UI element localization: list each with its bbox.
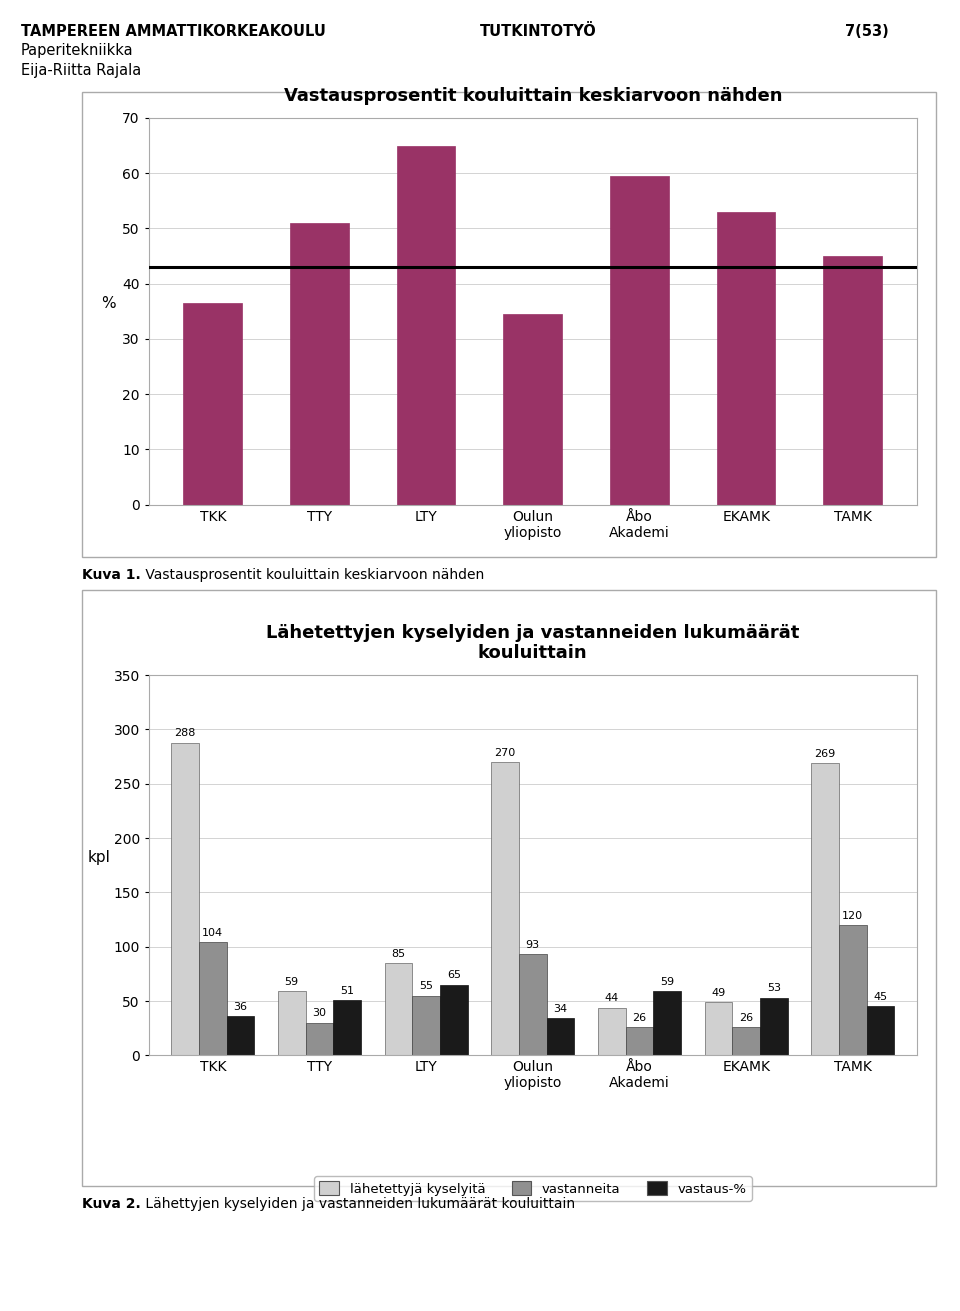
Bar [705,1002,732,1055]
Text: 26: 26 [739,1013,754,1023]
Bar [760,998,788,1055]
Text: 44: 44 [605,994,619,1003]
Bar [227,1016,254,1055]
Bar [290,223,348,505]
Bar [385,964,412,1055]
Bar [654,991,681,1055]
Text: Kuva 2.: Kuva 2. [82,1197,140,1211]
Bar [305,1023,333,1055]
Bar [199,943,227,1055]
Text: 269: 269 [814,749,836,759]
Text: 93: 93 [526,940,540,950]
Text: Eija-Riitta Rajala: Eija-Riitta Rajala [21,63,141,77]
Legend: lähetettyjä kyselyitä, vastanneita, vastaus-%: lähetettyjä kyselyitä, vastanneita, vast… [314,1176,752,1201]
Bar [412,995,440,1055]
Bar [811,763,839,1055]
Text: Lähettyjen kyselyiden ja vastanneiden lukumäärät kouluittain: Lähettyjen kyselyiden ja vastanneiden lu… [141,1197,575,1211]
Text: 7(53): 7(53) [845,24,889,38]
Text: 288: 288 [175,728,196,738]
Bar [503,315,563,505]
Bar [611,176,669,505]
Bar [546,1019,574,1055]
Text: TAMPEREEN AMMATTIKORKEAKOULU: TAMPEREEN AMMATTIKORKEAKOULU [21,24,326,38]
Bar [717,212,776,505]
Bar [183,303,242,505]
Text: 53: 53 [767,983,780,994]
Text: Paperitekniikka: Paperitekniikka [21,43,133,58]
Text: 34: 34 [554,1004,567,1015]
Text: 30: 30 [312,1008,326,1019]
Bar [867,1007,895,1055]
Bar [440,985,468,1055]
Text: 45: 45 [874,992,888,1002]
Text: TUTKINTOTYÖ: TUTKINTOTYÖ [480,24,597,38]
Y-axis label: %: % [101,296,115,311]
Text: 65: 65 [446,970,461,981]
Bar [277,991,305,1055]
Bar [519,954,546,1055]
Bar [626,1027,654,1055]
Text: 59: 59 [660,977,674,987]
Text: 26: 26 [633,1013,646,1023]
Bar [598,1008,626,1055]
Title: Lähetettyjen kyselyiden ja vastanneiden lukumäärät
kouluittain: Lähetettyjen kyselyiden ja vastanneiden … [266,624,800,662]
Text: 120: 120 [842,911,863,920]
Text: 85: 85 [392,949,405,958]
Text: 55: 55 [420,981,433,991]
Bar [396,146,455,505]
Text: 59: 59 [285,977,299,987]
Y-axis label: kpl: kpl [88,851,111,865]
Bar [824,256,882,505]
Bar [333,1000,361,1055]
Bar [492,762,519,1055]
Text: 49: 49 [711,987,726,998]
Text: 51: 51 [340,986,354,995]
Bar [732,1027,760,1055]
Bar [171,742,199,1055]
Text: Kuva 1.: Kuva 1. [82,568,140,582]
Text: Vastausprosentit kouluittain keskiarvoon nähden: Vastausprosentit kouluittain keskiarvoon… [141,568,485,582]
Bar [839,926,867,1055]
Text: 36: 36 [233,1002,248,1012]
Text: 270: 270 [494,747,516,758]
Text: 104: 104 [203,928,224,939]
Title: Vastausprosentit kouluittain keskiarvoon nähden: Vastausprosentit kouluittain keskiarvoon… [283,88,782,105]
